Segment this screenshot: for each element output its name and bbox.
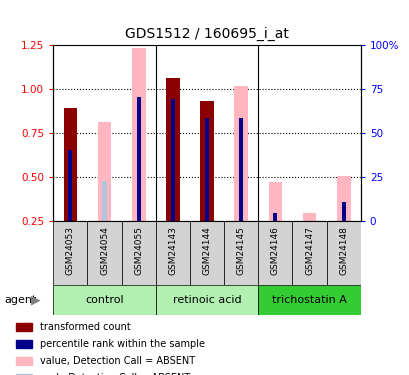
Text: control: control <box>85 295 124 305</box>
Bar <box>102 181 106 221</box>
Text: retinoic acid: retinoic acid <box>172 295 241 305</box>
Bar <box>16 340 32 348</box>
Bar <box>155 221 189 285</box>
Bar <box>16 357 32 365</box>
Bar <box>155 285 258 315</box>
Bar <box>53 285 155 315</box>
Bar <box>341 202 345 221</box>
Bar <box>53 221 87 285</box>
Text: GSM24054: GSM24054 <box>100 226 109 275</box>
Text: GSM24148: GSM24148 <box>338 226 347 275</box>
Text: transformed count: transformed count <box>40 322 130 332</box>
Text: GSM24053: GSM24053 <box>66 226 75 275</box>
Bar <box>326 221 360 285</box>
Bar <box>68 150 72 221</box>
Text: GSM24055: GSM24055 <box>134 226 143 275</box>
Bar <box>63 108 77 221</box>
Bar <box>16 374 32 375</box>
Text: value, Detection Call = ABSENT: value, Detection Call = ABSENT <box>40 356 194 366</box>
Bar <box>121 221 155 285</box>
Text: GSM24146: GSM24146 <box>270 226 279 275</box>
Bar <box>258 285 360 315</box>
Title: GDS1512 / 160695_i_at: GDS1512 / 160695_i_at <box>125 27 288 41</box>
Bar <box>132 48 145 221</box>
Text: GSM24143: GSM24143 <box>168 226 177 275</box>
Bar <box>97 122 111 221</box>
Text: trichostatin A: trichostatin A <box>272 295 346 305</box>
Bar <box>171 99 175 221</box>
Bar <box>234 86 247 221</box>
Bar <box>204 118 209 221</box>
Bar <box>189 221 224 285</box>
Bar <box>224 221 258 285</box>
Text: GSM24147: GSM24147 <box>304 226 313 275</box>
Bar <box>87 221 121 285</box>
Text: percentile rank within the sample: percentile rank within the sample <box>40 339 204 349</box>
Bar <box>200 100 213 221</box>
Bar <box>268 183 281 221</box>
Bar <box>166 78 179 221</box>
Text: rank, Detection Call = ABSENT: rank, Detection Call = ABSENT <box>40 373 189 375</box>
Text: ▶: ▶ <box>31 294 40 306</box>
Bar <box>136 97 140 221</box>
Bar <box>258 221 292 285</box>
Bar <box>238 118 243 221</box>
Bar <box>292 221 326 285</box>
Text: agent: agent <box>4 295 36 305</box>
Bar <box>273 213 277 221</box>
Text: GSM24144: GSM24144 <box>202 226 211 275</box>
Bar <box>16 323 32 331</box>
Bar <box>302 213 316 221</box>
Text: GSM24145: GSM24145 <box>236 226 245 275</box>
Bar <box>336 176 350 221</box>
